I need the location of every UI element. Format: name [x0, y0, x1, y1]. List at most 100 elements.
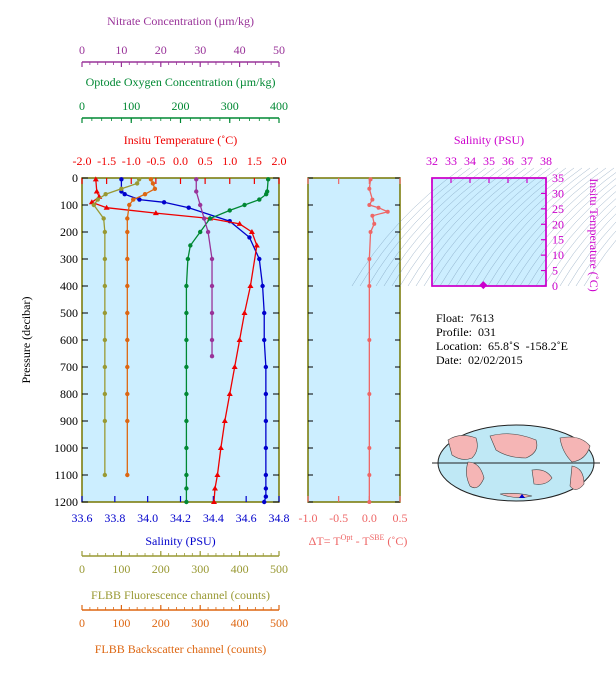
- dt-axis-label: ΔT= TOpt - TSBE (˚C): [309, 533, 408, 548]
- density-contour: [399, 167, 511, 287]
- oxygen-point: [184, 391, 189, 397]
- ts-temperature-tick-label: 0: [552, 279, 558, 293]
- salinity-point: [263, 445, 269, 451]
- series-line-salinity: [120, 179, 267, 503]
- nitrate-tick-label: 30: [194, 43, 206, 57]
- world-map: [432, 424, 600, 502]
- oxygen-tick-label: 300: [221, 99, 239, 113]
- dt-point: [367, 500, 372, 504]
- ts-plot-area: [431, 177, 547, 287]
- dt-point: [372, 221, 377, 226]
- backscatter-point: [127, 202, 132, 208]
- backscatter-tick-label: 100: [112, 616, 130, 630]
- nitrate-point: [201, 216, 207, 221]
- dt-point: [367, 473, 372, 477]
- fluorescence-point: [102, 364, 108, 370]
- nitrate-axis-label: Nitrate Concentration (µm/kg): [107, 14, 254, 28]
- backscatter-point: [125, 418, 130, 424]
- salinity-point: [262, 499, 267, 505]
- profile-plot-area: [81, 177, 280, 503]
- temperature-tick-label: 1.0: [222, 154, 237, 168]
- density-contour: [367, 167, 479, 287]
- ts-salinity-tick-label: 38: [540, 154, 552, 168]
- density-contour: [551, 205, 616, 287]
- salinity-tick-label: 34.6: [236, 511, 257, 525]
- density-contour: [455, 167, 567, 287]
- oxygen-point: [184, 499, 189, 505]
- salinity-axis-label: Salinity (PSU): [145, 534, 215, 548]
- dt-point: [367, 284, 372, 288]
- backscatter-tick-label: 400: [231, 616, 249, 630]
- temperature-axis-label: Insitu Temperature (˚C): [124, 133, 238, 147]
- oxygen-tick-label: 100: [122, 99, 140, 113]
- nitrate-tick-label: 0: [79, 43, 85, 57]
- fluorescence-point: [134, 181, 140, 186]
- ts-temperature-tick-label: 15: [552, 233, 564, 247]
- oxygen-point: [188, 243, 193, 248]
- density-contour: [423, 167, 535, 287]
- ts-temperature-tick-label: 10: [552, 248, 564, 262]
- map-landmass: [447, 435, 478, 460]
- oxygen-point: [207, 216, 213, 221]
- density-contour: [543, 198, 616, 287]
- nitrate-tick-label: 10: [115, 43, 127, 57]
- pressure-tick-label: 0: [72, 171, 78, 185]
- fluorescence-tick-label: 300: [191, 562, 209, 576]
- nitrate-point: [194, 177, 199, 182]
- oxygen-point: [184, 472, 189, 478]
- oxygen-point: [184, 486, 189, 491]
- ts-salinity-tick-label: 34: [464, 154, 476, 168]
- backscatter-tick-label: 500: [270, 616, 288, 630]
- density-contour: [391, 167, 503, 287]
- series-line-backscatter: [126, 179, 156, 475]
- temperature-tick-label: 1.5: [247, 154, 262, 168]
- fluorescence-point: [101, 216, 106, 221]
- temperature-point: [247, 283, 254, 288]
- backscatter-point: [125, 310, 130, 316]
- oxygen-tick-label: 200: [172, 99, 190, 113]
- backscatter-tick-label: 200: [152, 616, 170, 630]
- nitrate-point: [209, 256, 215, 262]
- fluorescence-point: [91, 202, 97, 208]
- salinity-point: [186, 205, 191, 210]
- ts-temperature-tick-label: 35: [552, 171, 564, 185]
- temperature-tick-label: 2.0: [272, 154, 287, 168]
- pressure-tick-label: 600: [60, 333, 78, 347]
- fluorescence-tick-label: 100: [112, 562, 130, 576]
- ts-temperature-axis-label: Insitu Temperature (˚C): [587, 178, 601, 292]
- fluorescence-point: [102, 310, 108, 316]
- backscatter-point: [125, 216, 130, 221]
- salinity-point: [262, 337, 267, 343]
- backscatter-point: [125, 256, 130, 262]
- salinity-point: [263, 494, 269, 499]
- oxygen-point: [263, 192, 269, 197]
- backscatter-point: [125, 283, 130, 289]
- fluorescence-point: [102, 256, 108, 262]
- oxygen-point: [184, 445, 189, 451]
- salinity-point: [247, 235, 252, 240]
- dt-point: [367, 203, 372, 207]
- map-landmass: [466, 461, 485, 489]
- oxygen-axis-label: Optode Oxygen Concentration (µm/kg): [86, 75, 276, 89]
- backscatter-point: [125, 229, 130, 235]
- oxygen-tick-label: 400: [270, 99, 288, 113]
- temperature-point: [248, 229, 255, 234]
- density-contour: [431, 167, 543, 287]
- density-contour: [479, 167, 591, 287]
- fluorescence-point: [95, 197, 100, 202]
- fluorescence-tick-label: 0: [79, 562, 85, 576]
- dt-plot-area: [307, 177, 401, 503]
- ts-salinity-axis-label: Salinity (PSU): [454, 133, 524, 147]
- pressure-tick-label: 100: [60, 198, 78, 212]
- fluorescence-tick-label: 200: [152, 562, 170, 576]
- fluorescence-point: [103, 192, 108, 197]
- backscatter-point: [152, 186, 158, 191]
- temperature-point: [231, 364, 238, 369]
- density-contour: [415, 167, 527, 287]
- nitrate-tick-label: 40: [234, 43, 246, 57]
- density-contour: [471, 167, 583, 287]
- backscatter-point: [125, 391, 130, 397]
- salinity-point: [263, 472, 269, 478]
- pressure-tick-label: 900: [60, 414, 78, 428]
- backscatter-axis-label: FLBB Backscatter channel (counts): [95, 642, 267, 656]
